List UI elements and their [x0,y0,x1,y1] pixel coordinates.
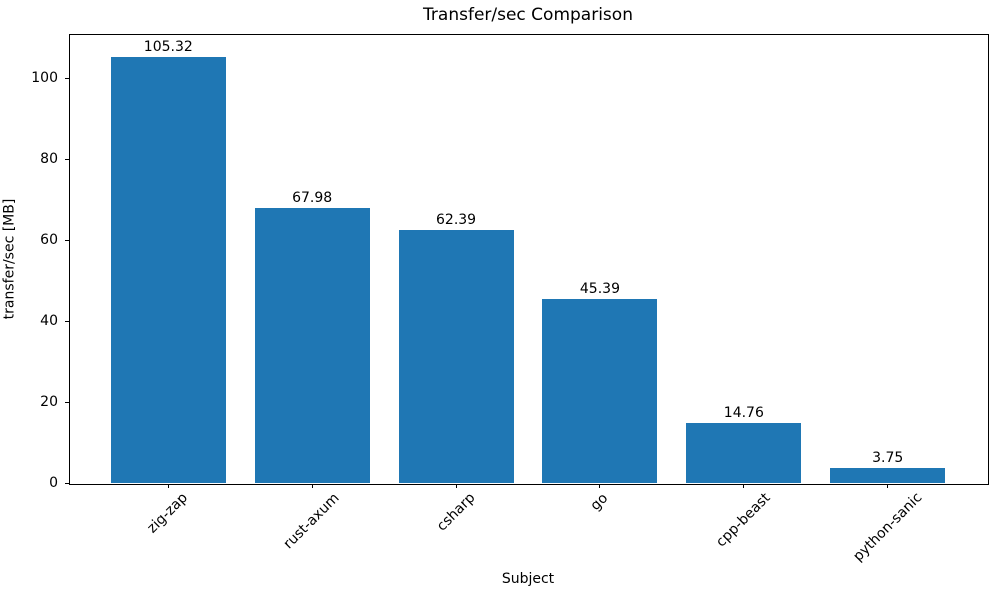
x-tick-label-python-sanic: python-sanic [849,489,926,566]
y-tick-mark [65,320,69,322]
x-tick-mark [887,484,889,488]
x-tick-label-cpp-beast: cpp-beast [713,489,774,551]
y-tick-mark [65,158,69,160]
y-tick-label: 60 [40,232,58,249]
x-tick-mark [311,484,313,488]
bar-value-label: 14.76 [723,405,764,422]
x-tick-label-csharp: csharp [433,489,479,535]
y-tick-label: 40 [40,313,58,330]
bar-value-label: 105.32 [143,38,193,55]
x-tick-mark [743,484,745,488]
bar-value-label: 45.39 [579,281,620,298]
bar-value-label: 62.39 [436,212,477,229]
y-axis-label-text: transfer/sec [MB] [1,198,18,320]
chart-title: Transfer/sec Comparison [423,5,633,25]
bar-cpp-beast [686,423,802,483]
y-tick-label: 20 [40,394,58,411]
bar-value-label: 67.98 [292,189,333,206]
y-tick-label: 0 [49,475,58,491]
bar-value-label: 3.75 [872,449,904,466]
bar-python-sanic [830,467,946,483]
bar-rust-axum [254,207,370,483]
y-tick-mark [65,77,69,79]
y-tick-label: 80 [40,151,58,168]
x-tick-label-zig-zap: zig-zap [144,489,192,537]
x-tick-mark [599,484,601,488]
bar-csharp [398,230,514,483]
y-tick-mark [65,482,69,484]
bar-go [542,299,658,483]
x-tick-mark [455,484,457,488]
x-tick-label-go: go [587,489,612,514]
y-tick-label: 100 [31,70,58,87]
bar-zig-zap [110,56,226,483]
y-tick-mark [65,401,69,403]
x-axis-label: Subject [501,571,555,587]
x-tick-mark [167,484,169,488]
x-tick-label-rust-axum: rust-axum [280,490,343,553]
y-tick-mark [65,239,69,241]
